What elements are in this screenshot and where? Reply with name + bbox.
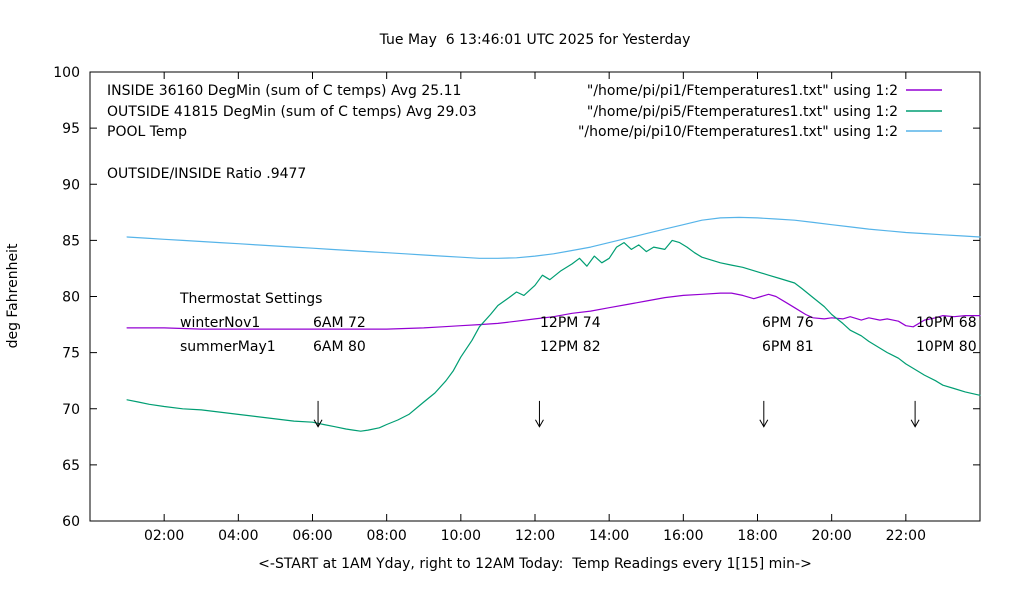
x-tick-label: 14:00: [589, 528, 629, 544]
x-tick-label: 20:00: [811, 528, 851, 544]
x-tick-label: 02:00: [144, 528, 184, 544]
series-line-outside: [126, 239, 981, 432]
thermostat-winter-6pm: 6PM 76: [762, 315, 814, 331]
x-tick-label: 10:00: [441, 528, 481, 544]
y-axis-label: deg Fahrenheit: [5, 243, 21, 348]
y-tick-label: 75: [62, 346, 80, 362]
legend-outside-file-key: "/home/pi/pi5/Ftemperatures1.txt" using …: [587, 104, 898, 120]
x-tick-label: 12:00: [515, 528, 555, 544]
y-tick-label: 60: [62, 514, 80, 530]
legend-pool-file-key: "/home/pi/pi10/Ftemperatures1.txt" using…: [578, 124, 898, 140]
series-line-inside: [126, 292, 981, 330]
legend-inside-label: INSIDE 36160 DegMin (sum of C temps) Avg…: [107, 83, 461, 99]
y-tick-label: 65: [62, 458, 80, 474]
thermostat-arrow-head: [910, 419, 920, 428]
thermostat-arrow-head: [313, 419, 323, 428]
legend-outside-label: OUTSIDE 41815 DegMin (sum of C temps) Av…: [107, 104, 477, 120]
thermostat-winter-10pm: 10PM 68: [916, 315, 977, 331]
x-tick-label: 16:00: [663, 528, 703, 544]
thermostat-summer-12pm: 12PM 82: [540, 339, 601, 355]
thermostat-summer-10pm: 10PM 80: [916, 339, 977, 355]
y-tick-label: 90: [62, 177, 80, 193]
y-tick-label: 85: [62, 233, 80, 249]
x-tick-label: 18:00: [737, 528, 777, 544]
chart-generated-layer: 02:00 04:00 06:00 08:00 10:00 12:00 14:00 16:00…: [53, 65, 981, 544]
series-line-pool: [126, 216, 981, 259]
outside-inside-ratio-label: OUTSIDE/INSIDE Ratio .9477: [107, 166, 306, 182]
thermostat-winter-6am: 6AM 72: [313, 315, 366, 331]
thermostat-arrow-head: [759, 419, 769, 428]
x-tick-label: 22:00: [886, 528, 926, 544]
thermostat-summer-name: summerMay1: [180, 339, 276, 355]
x-tick-label: 06:00: [292, 528, 332, 544]
x-tick-label: 04:00: [218, 528, 258, 544]
legend-inside-file-key: "/home/pi/pi1/Ftemperatures1.txt" using …: [587, 83, 898, 99]
thermostat-settings-header: Thermostat Settings: [179, 291, 322, 307]
chart-title: Tue May 6 13:46:01 UTC 2025 for Yesterda…: [379, 32, 691, 48]
thermostat-winter-12pm: 12PM 74: [540, 315, 601, 331]
legend-pool-label: POOL Temp: [107, 124, 187, 140]
x-tick-label: 08:00: [366, 528, 406, 544]
x-axis-label: <-START at 1AM Yday, right to 12AM Today…: [258, 556, 812, 572]
y-tick-label: 100: [53, 65, 80, 81]
thermostat-winter-name: winterNov1: [180, 315, 260, 331]
thermostat-summer-6am: 6AM 80: [313, 339, 366, 355]
y-tick-label: 80: [62, 290, 80, 306]
thermostat-summer-6pm: 6PM 81: [762, 339, 814, 355]
y-tick-label: 70: [62, 402, 80, 418]
y-tick-label: 95: [62, 121, 80, 137]
thermostat-arrow-head: [535, 419, 544, 428]
